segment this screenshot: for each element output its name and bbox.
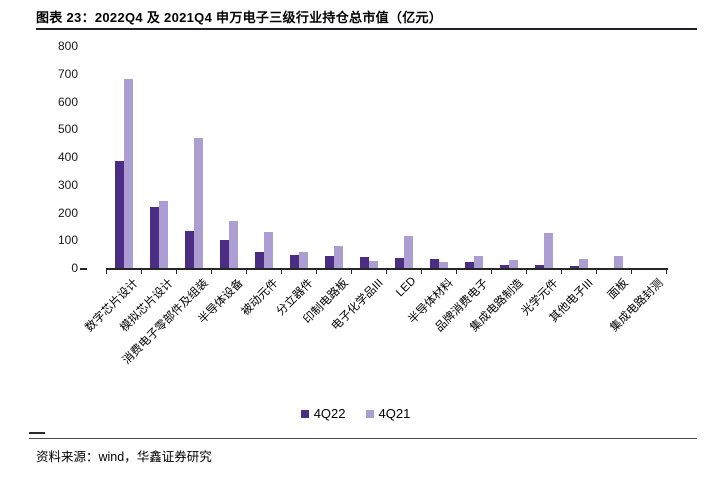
- bar-4q22-12: [500, 264, 509, 268]
- x-tick-mark: [561, 268, 562, 274]
- x-axis-line: [106, 268, 668, 270]
- source-note: 资料来源：wind，华鑫证券研究: [36, 450, 212, 464]
- bar-4q22-1: [115, 161, 124, 268]
- bar-4q21-12: [509, 259, 518, 268]
- bar-4q22-14: [570, 265, 579, 268]
- bar-4q21-8: [369, 260, 378, 268]
- x-tick-mark: [246, 268, 247, 274]
- legend-label: 4Q22: [313, 406, 346, 421]
- legend-item-4q22: 4Q22: [300, 406, 346, 421]
- x-tick-mark: [666, 268, 667, 274]
- bar-4q21-5: [264, 231, 273, 268]
- bar-4q21-9: [404, 235, 413, 268]
- bar-4q22-4: [220, 240, 229, 268]
- bar-4q21-4: [229, 221, 238, 268]
- x-tick-mark: [631, 268, 632, 274]
- legend-item-4q21: 4Q21: [365, 406, 411, 421]
- y-tick-label: 100: [57, 233, 78, 248]
- bar-4q21-2: [159, 201, 168, 268]
- bar-4q22-9: [395, 258, 404, 268]
- x-tick-mark: [596, 268, 597, 274]
- bar-4q22-13: [535, 264, 544, 268]
- bar-4q21-3: [194, 138, 203, 268]
- bar-4q21-13: [544, 232, 553, 268]
- x-tick-mark: [281, 268, 282, 274]
- x-tick-mark: [386, 268, 387, 274]
- x-tick-mark: [351, 268, 352, 274]
- y-tick-label: 700: [57, 66, 78, 81]
- title-divider: [36, 28, 697, 30]
- legend: 4Q22 4Q21: [0, 406, 711, 421]
- x-tick-mark: [421, 268, 422, 274]
- legend-swatch-icon: [300, 409, 309, 418]
- bar-4q21-15: [614, 256, 623, 268]
- y-tick-label: 0: [71, 261, 78, 275]
- y-tick-label: 500: [57, 122, 78, 137]
- bar-4q21-14: [579, 258, 588, 268]
- y-zero-tick: [80, 268, 87, 270]
- x-tick-mark: [211, 268, 212, 274]
- bar-4q22-7: [325, 256, 334, 268]
- figure-title: 图表 23：2022Q4 及 2021Q4 申万电子三级行业持仓总市值（亿元）: [36, 10, 443, 25]
- x-tick-mark: [106, 268, 107, 274]
- x-tick-mark: [456, 268, 457, 274]
- x-tick-mark: [176, 268, 177, 274]
- y-tick-label: 400: [57, 150, 78, 164]
- legend-swatch-icon: [365, 409, 374, 418]
- bar-4q21-1: [124, 79, 133, 268]
- bar-4q21-11: [474, 256, 483, 268]
- bar-4q22-3: [185, 230, 194, 268]
- bar-4q22-6: [290, 254, 299, 268]
- x-tick-mark: [526, 268, 527, 274]
- x-tick-mark: [491, 268, 492, 274]
- bar-4q22-11: [465, 262, 474, 268]
- bar-4q21-10: [439, 261, 448, 268]
- x-tick-mark: [141, 268, 142, 274]
- footer-tick: [29, 432, 45, 434]
- footer-divider: [29, 438, 697, 439]
- y-tick-label: 600: [57, 94, 78, 109]
- bar-4q22-2: [150, 206, 159, 268]
- y-tick-label: 200: [57, 205, 78, 220]
- y-tick-label: 800: [57, 39, 78, 53]
- bar-4q21-7: [334, 246, 343, 268]
- bar-4q22-5: [255, 251, 264, 268]
- y-tick-label: 300: [57, 177, 78, 192]
- bar-4q22-10: [430, 258, 439, 268]
- legend-label: 4Q21: [378, 406, 411, 421]
- bar-4q22-8: [360, 257, 369, 268]
- bar-4q21-6: [299, 251, 308, 268]
- x-tick-mark: [316, 268, 317, 274]
